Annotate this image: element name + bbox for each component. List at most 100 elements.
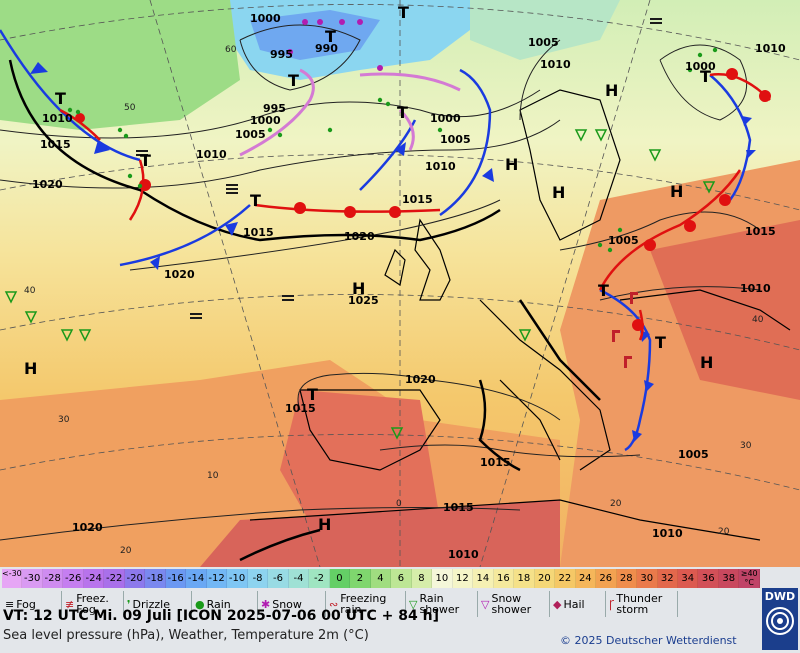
warm-front-semicircles xyxy=(75,68,771,331)
legend-panel: <-30 -30 -28 -26 -24 -22 -20 -18 -16 -14 -12 -10 -8-… xyxy=(0,567,800,653)
temp-scale-cell: 18 xyxy=(514,569,535,588)
isobar-label: 1010 xyxy=(740,282,771,295)
isobar-label: 1010 xyxy=(196,148,227,161)
isobar-labels: 1000 1005 1010 990 995 1000 1005 1010 10… xyxy=(32,12,786,561)
isobar-label: 1020 xyxy=(344,230,375,243)
weather-legend-label: Rain xyxy=(206,597,231,611)
temp-scale-cell: -12 xyxy=(206,569,228,588)
lat-label: 50 xyxy=(124,103,136,113)
temp-scale-cell: -20 xyxy=(124,569,146,588)
temp-scale-cell: -22 xyxy=(104,569,125,588)
high-marker: H xyxy=(605,81,618,100)
coastlines xyxy=(249,89,791,541)
green-region xyxy=(0,0,240,130)
lat-label: 30 xyxy=(740,441,752,451)
temp-scale-cell: 14 xyxy=(473,569,494,588)
weather-legend-label: Rain shower xyxy=(419,592,460,616)
drizzle-icon: ❜ xyxy=(127,597,131,611)
temp-scale-cell: 16 xyxy=(493,569,515,588)
snow-symbols xyxy=(287,19,383,71)
thunderstorm-symbols xyxy=(612,292,638,368)
isobars xyxy=(0,24,761,541)
lat-label: 20 xyxy=(120,546,132,556)
dwd-logo: DWD xyxy=(762,588,798,650)
isobar-label: 1010 xyxy=(448,548,479,561)
low-marker: T xyxy=(398,3,409,22)
temp-scale-cell: 36 xyxy=(698,569,719,588)
temp-scale-cell: 10 xyxy=(432,569,453,588)
temp-scale-cell: -24 xyxy=(83,569,105,588)
low-marker: T xyxy=(55,89,66,108)
isobar-label: 1020 xyxy=(164,268,195,281)
weather-legend-item: ✱ Snow xyxy=(258,591,326,617)
isobar-label: 1010 xyxy=(652,527,683,540)
weather-legend-label: Snow xyxy=(272,597,302,611)
graticule xyxy=(0,0,800,567)
high-marker: H xyxy=(700,353,713,372)
temp-scale-cell: -6 xyxy=(268,569,289,588)
rain-shower-icon: ▽ xyxy=(409,597,418,611)
temp-scale-cell: 30 xyxy=(637,569,658,588)
lat-label: 20 xyxy=(610,499,622,509)
temp-scale-cell: 12 xyxy=(452,569,474,588)
snow-icon: ✱ xyxy=(261,597,271,611)
low-marker: T xyxy=(655,333,666,352)
cool-region xyxy=(470,0,620,60)
temp-scale-cell: 38 xyxy=(718,569,740,588)
isobar-label: 1015 xyxy=(285,402,316,415)
cold-front-triangles xyxy=(30,62,756,442)
temp-scale-cell: -14 xyxy=(186,569,207,588)
temp-scale-cell: ≥40 °C xyxy=(739,569,760,588)
fog-icon: ≡ xyxy=(5,597,15,611)
thick-isobars xyxy=(8,59,601,562)
weather-legend-item: ❜ Drizzle xyxy=(124,591,192,617)
isobar-label: 1010 xyxy=(425,160,456,173)
isobar-label: 1020 xyxy=(72,521,103,534)
isobar-label: 1020 xyxy=(32,178,63,191)
temp-scale-cell: -26 xyxy=(63,569,84,588)
temp-scale-cell: -16 xyxy=(165,569,187,588)
occluded-fronts xyxy=(239,68,461,157)
weather-legend-label: Hail xyxy=(563,597,585,611)
isobar-label: 1000 xyxy=(430,112,461,125)
temp-scale-cell: 24 xyxy=(575,569,597,588)
isobar-label: 1010 xyxy=(755,42,786,55)
low-marker: T xyxy=(598,281,609,300)
weather-legend-item: ▽ Snow shower xyxy=(478,591,550,617)
weather-legend-item: Ꞅ Thunder storm xyxy=(606,591,678,617)
low-marker: T xyxy=(700,67,711,86)
temp-scale-cell: 28 xyxy=(616,569,638,588)
valid-time: VT: 12 UTC Mi. 09 Juli [ICON 2025-07-06 … xyxy=(3,608,439,624)
lat-label: 60 xyxy=(225,45,237,55)
temp-scale-cell: -8 xyxy=(247,569,269,588)
temp-scale-cell: -18 xyxy=(145,569,166,588)
temp-scale-cell: 2 xyxy=(350,569,371,588)
rain-symbols xyxy=(67,47,718,253)
isobar-label: 1015 xyxy=(402,193,433,206)
rain-icon: ● xyxy=(195,597,205,611)
high-marker: H xyxy=(352,279,365,298)
thunderstorm-icon: Ꞅ xyxy=(609,597,615,611)
weather-legend-label: Snow shower xyxy=(491,592,532,616)
temp-scale-cell: 22 xyxy=(555,569,576,588)
temp-scale-cell: <-30 xyxy=(2,569,23,588)
weather-legend: ≡ Fog ≢ Freez. Fog ❜ Drizzle ● Rain ✱ Snow ∾ Freezi… xyxy=(2,591,760,617)
hot-east xyxy=(650,220,800,400)
latitude-labels: 60 50 40 30 20 30 20 40 0 20 10 xyxy=(24,45,764,556)
weather-legend-item: ≢ Freez. Fog xyxy=(62,591,124,617)
lat-label: 40 xyxy=(752,315,764,325)
temp-scale-cell: 32 xyxy=(657,569,678,588)
fog-symbols xyxy=(136,18,662,319)
temp-scale-cell: 8 xyxy=(411,569,433,588)
lat-label: 0 xyxy=(396,499,402,509)
isobar-label: 1000 xyxy=(250,12,281,25)
high-marker: H xyxy=(505,155,518,174)
isobar-label: 1015 xyxy=(40,138,71,151)
isobar-label: 1015 xyxy=(443,501,474,514)
dwd-swirl-icon xyxy=(766,607,794,635)
weather-map: T T T T T T T T T T T H H H H H H H H 10… xyxy=(0,0,800,567)
high-marker: H xyxy=(552,183,565,202)
weather-legend-label: Drizzle xyxy=(132,597,170,611)
isobar-label: 1010 xyxy=(540,58,571,71)
rain-shower-symbols xyxy=(4,129,716,440)
